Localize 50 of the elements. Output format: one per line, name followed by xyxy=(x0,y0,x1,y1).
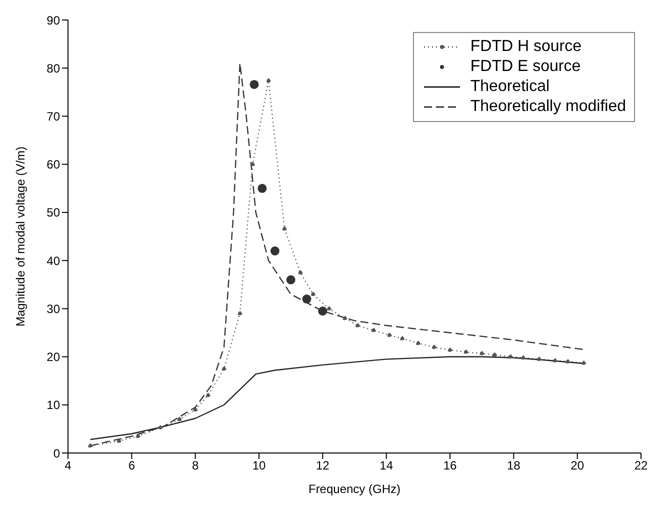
point xyxy=(286,275,296,284)
point xyxy=(492,352,497,358)
legend-label: Theoretically modified xyxy=(470,97,626,117)
x-tick-label: 18 xyxy=(506,458,521,473)
point xyxy=(222,366,226,372)
point xyxy=(416,340,421,346)
point xyxy=(318,306,328,316)
y-tick-label: 70 xyxy=(46,109,60,124)
point xyxy=(464,350,468,354)
point xyxy=(448,348,452,352)
y-tick-label: 10 xyxy=(46,398,60,412)
point xyxy=(302,294,312,304)
point xyxy=(116,438,122,444)
x-tick-label: 20 xyxy=(570,458,584,473)
y-tick-label: 50 xyxy=(46,206,60,220)
y-tick-label: 0 xyxy=(53,446,60,460)
point xyxy=(565,359,570,364)
point xyxy=(508,354,513,360)
y-tick-label: 40 xyxy=(46,254,60,268)
legend-label: FDTD H source xyxy=(470,37,582,57)
y-tick-label: 60 xyxy=(46,158,60,172)
x-tick-label: 14 xyxy=(380,458,394,473)
x-tick-label: 22 xyxy=(634,458,648,473)
point xyxy=(250,80,259,89)
x-axis-title: Frequency (GHz) xyxy=(308,482,401,496)
x-tick-label: 12 xyxy=(316,458,330,473)
point xyxy=(371,328,376,333)
y-tick-label: 80 xyxy=(46,61,60,76)
x-tick-label: 6 xyxy=(128,458,136,473)
point xyxy=(270,246,280,256)
point xyxy=(342,316,348,321)
y-axis-title: Magnitude of modal voltage (V/m) xyxy=(13,146,28,327)
x-tick-label: 16 xyxy=(443,458,457,473)
x-tick-label: 10 xyxy=(252,458,266,473)
x-tick-label: 4 xyxy=(64,458,72,473)
point xyxy=(581,360,586,366)
y-tick-label: 20 xyxy=(46,350,60,364)
point xyxy=(282,226,287,232)
point xyxy=(250,162,256,167)
point xyxy=(520,355,526,360)
point xyxy=(298,270,303,275)
y-tick-label: 30 xyxy=(46,302,60,316)
y-tick-label: 90 xyxy=(46,13,60,28)
point xyxy=(258,184,267,193)
legend-label: FDTD E source xyxy=(470,57,581,77)
x-tick-label: 8 xyxy=(192,458,199,473)
point xyxy=(238,311,242,316)
point xyxy=(177,416,182,422)
legend-label: Theoretical xyxy=(470,77,550,97)
point xyxy=(88,443,93,448)
